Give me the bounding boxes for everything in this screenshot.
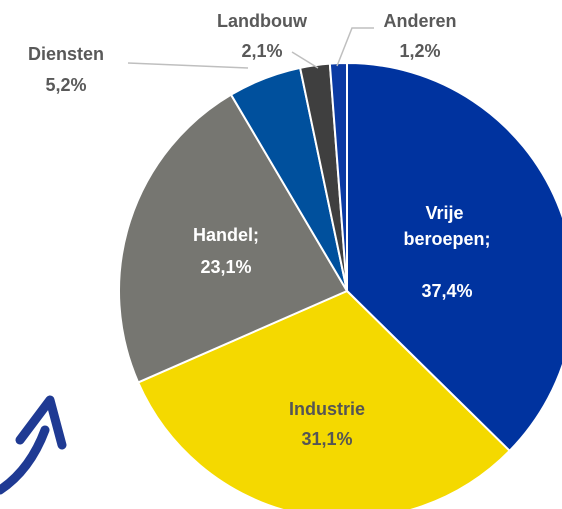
category-label: Anderen bbox=[383, 11, 456, 31]
leader-line bbox=[291, 51, 319, 69]
value-label: 2,1% bbox=[241, 41, 282, 61]
category-label: Vrije beroepen; bbox=[403, 203, 490, 249]
slice bbox=[136, 289, 512, 509]
slice bbox=[118, 93, 349, 384]
value-label: 31,1% bbox=[301, 429, 352, 449]
value-label: 23,1% bbox=[200, 257, 251, 277]
value-label: 5,2% bbox=[45, 75, 86, 95]
arrow bbox=[0, 395, 67, 495]
category-label: Handel; bbox=[193, 225, 259, 245]
leader-line bbox=[127, 62, 249, 69]
category-label: Landbouw bbox=[217, 11, 308, 31]
category-label: Diensten bbox=[28, 44, 104, 64]
value-label: 1,2% bbox=[399, 41, 440, 61]
category-label: Industrie bbox=[289, 399, 365, 419]
value-label: 37,4% bbox=[421, 281, 472, 301]
leader-line bbox=[336, 27, 374, 67]
slice bbox=[346, 61, 562, 453]
